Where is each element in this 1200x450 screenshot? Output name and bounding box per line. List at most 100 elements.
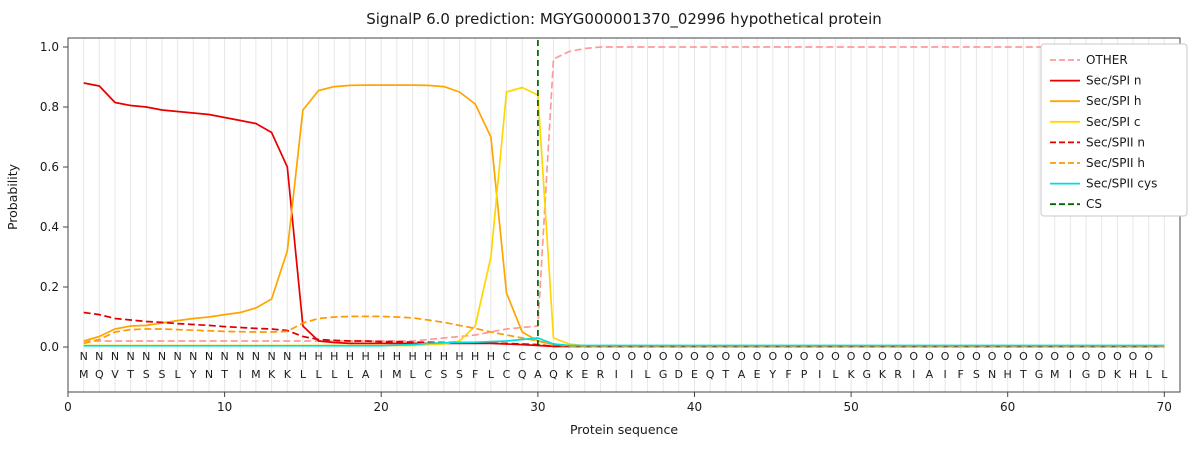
sequence-letter: P [801,368,808,381]
region-letter: O [565,350,574,363]
region-letter: H [299,350,307,363]
sequence-letter: H [1129,368,1137,381]
region-letter: O [1113,350,1122,363]
region-letter: H [487,350,495,363]
sequence-letter: S [143,368,150,381]
region-letter: O [925,350,934,363]
region-letter: O [847,350,856,363]
sequence-letter: I [380,368,383,381]
region-letter: H [455,350,463,363]
sequence-letter: G [1035,368,1044,381]
region-letter: C [518,350,526,363]
region-letter: N [189,350,197,363]
region-letter: N [95,350,103,363]
series-line-sec-spi-n [83,82,1165,348]
sequence-letter: R [894,368,902,381]
legend-box [1040,43,1188,217]
sequence-letter: L [331,368,338,381]
region-letter: H [393,350,401,363]
sequence-letter: S [440,368,447,381]
sequence-letter: H [1004,368,1012,381]
region-letter: N [80,350,88,363]
sequence-letter: V [111,368,119,381]
sequence-letter: I [1069,368,1072,381]
region-letter: O [627,350,636,363]
region-letter: H [471,350,479,363]
sequence-letter: Y [189,368,197,381]
sequence-letter: E [691,368,698,381]
sequence-letter: Q [95,368,104,381]
sequence-letter: D [675,368,683,381]
region-letter: O [643,350,652,363]
sequence-letter: T [126,368,134,381]
sequence-letter: E [754,368,761,381]
series-line-sec-spi-h [83,84,1165,347]
region-letter: O [1019,350,1028,363]
region-letter: O [690,350,699,363]
gridlines [83,38,1165,392]
region-letter: O [894,350,903,363]
region-letter: O [956,350,965,363]
y-tick-label: 1.0 [40,40,59,54]
sequence-letter: G [1082,368,1091,381]
region-letter: N [220,350,228,363]
y-tick-label: 0.2 [40,280,59,294]
y-tick-label: 0.8 [40,100,59,114]
region-letter: O [1050,350,1059,363]
sequence-letter: D [1097,368,1105,381]
region-letter: O [753,350,762,363]
region-letter: N [158,350,166,363]
sequence-letter: M [251,368,261,381]
sequence-letter: C [424,368,432,381]
region-letter: O [800,350,809,363]
region-letter: H [377,350,385,363]
region-letter: H [314,350,322,363]
sequence-letter: K [284,368,292,381]
sequence-letter: L [1146,368,1153,381]
sequence-letter: T [220,368,228,381]
sequence-letter: I [943,368,946,381]
sequence-letter: M [79,368,89,381]
sequence-letter: L [316,368,323,381]
x-tick-label: 10 [217,400,232,414]
region-letter: N [283,350,291,363]
sequence-letter: S [973,368,980,381]
region-letter: O [659,350,668,363]
region-letter: O [549,350,558,363]
sequence-letter: Y [768,368,776,381]
y-tick-label: 0.6 [40,160,59,174]
region-letter: H [361,350,369,363]
series-line-sec-spi-c [83,86,1165,347]
region-letter: O [784,350,793,363]
x-tick-label: 70 [1157,400,1172,414]
sequence-letter: N [205,368,213,381]
region-letter: O [941,350,950,363]
chart-title: SignalP 6.0 prediction: MGYG000001370_02… [366,10,882,29]
region-letter: O [1035,350,1044,363]
sequence-letter: L [175,368,182,381]
sequence-letter: G [659,368,668,381]
sequence-letter: T [1019,368,1027,381]
region-letter: C [503,350,511,363]
region-letter: N [205,350,213,363]
region-letter: O [580,350,589,363]
region-letter: O [1082,350,1091,363]
region-letter: O [737,350,746,363]
region-letter: N [142,350,150,363]
region-letter: O [674,350,683,363]
sequence-letter: L [832,368,839,381]
sequence-letter: A [738,368,746,381]
sequence-letter: K [879,368,887,381]
region-letter: O [768,350,777,363]
sequence-letter: K [268,368,276,381]
region-letter: O [1144,350,1153,363]
plot-border [67,37,1181,393]
sequence-letter: E [581,368,588,381]
sequence-letter: A [926,368,934,381]
legend-label-sec-spii-h: Sec/SPII h [1086,156,1145,170]
sequence-letter: I [818,368,821,381]
x-tick-label: 40 [687,400,702,414]
region-letter: O [862,350,871,363]
